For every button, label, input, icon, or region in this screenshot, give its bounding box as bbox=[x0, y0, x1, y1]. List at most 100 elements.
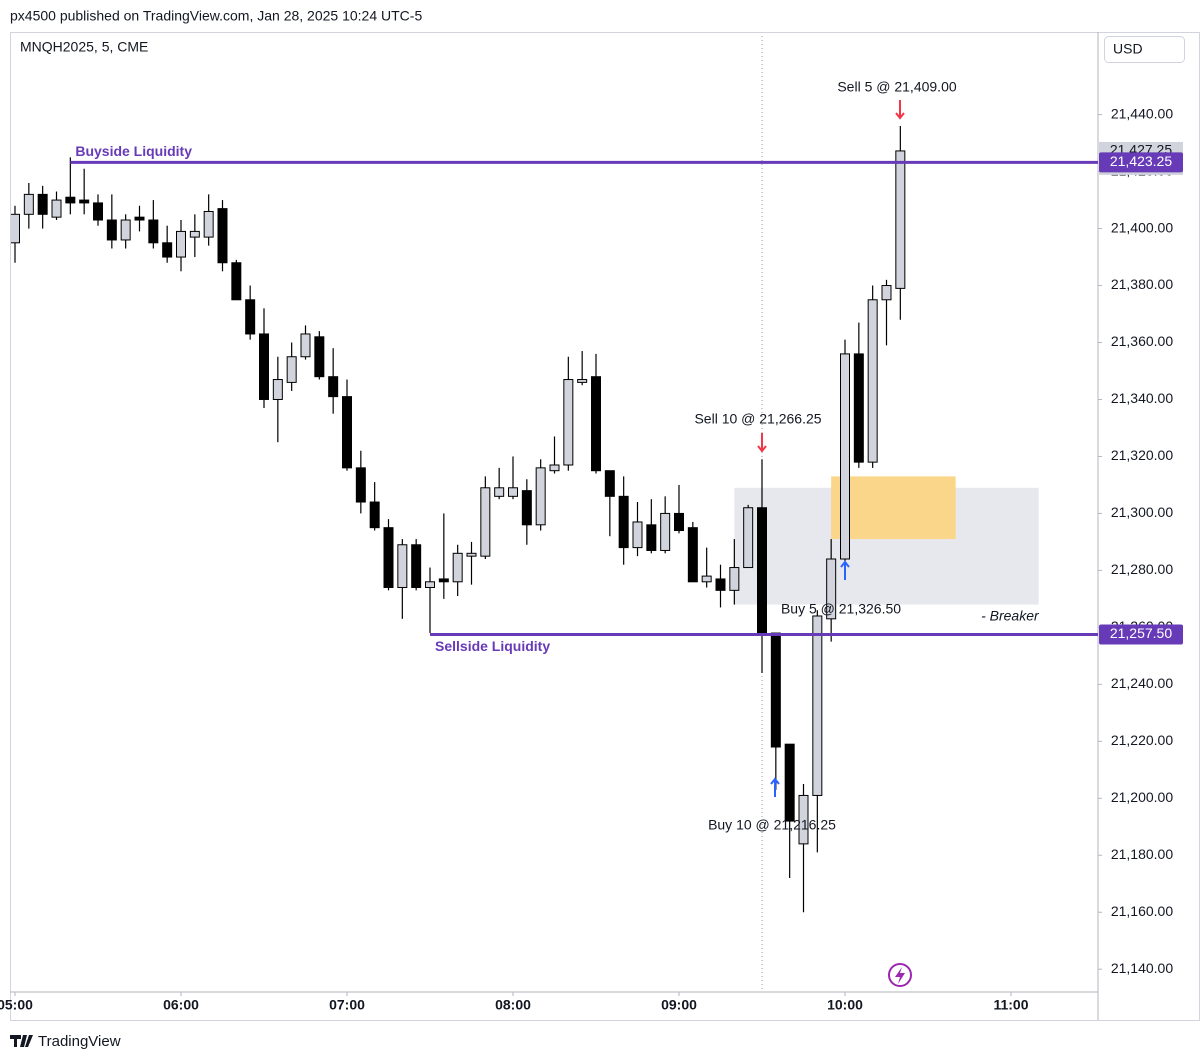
y-tick-label: 21,220.00 bbox=[1111, 732, 1173, 748]
publisher: px4500 published on TradingView.com, Jan… bbox=[10, 8, 422, 24]
candle bbox=[176, 220, 186, 272]
candle bbox=[895, 126, 906, 320]
y-tick-label: 21,280.00 bbox=[1111, 561, 1173, 577]
body bbox=[369, 501, 380, 529]
level-name: Sellside Liquidity bbox=[435, 638, 550, 654]
body bbox=[383, 527, 394, 588]
candle bbox=[425, 567, 435, 634]
x-tick-label: 07:00 bbox=[329, 997, 365, 1013]
trade-label: Buy 10 @ 21,216.25 bbox=[708, 817, 836, 833]
candle bbox=[604, 470, 615, 537]
candle bbox=[397, 539, 408, 619]
body bbox=[757, 507, 767, 634]
body bbox=[438, 578, 449, 583]
candle bbox=[798, 784, 809, 913]
body bbox=[826, 558, 837, 620]
candle bbox=[701, 547, 712, 588]
trade-label: Sell 10 @ 21,266.25 bbox=[694, 411, 821, 427]
candle bbox=[853, 322, 864, 468]
candle bbox=[466, 541, 477, 585]
body bbox=[563, 379, 574, 466]
currency[interactable]: USD bbox=[1113, 41, 1143, 57]
y-tick-label: 21,360.00 bbox=[1111, 333, 1173, 349]
body bbox=[300, 333, 311, 358]
candle bbox=[411, 539, 422, 591]
body bbox=[646, 524, 657, 551]
body bbox=[328, 376, 339, 398]
candle bbox=[286, 342, 297, 391]
axes: 21,140.00 21,160.00 21,180.00 21,200.00 21,2… bbox=[0, 105, 1183, 1013]
candle bbox=[438, 513, 449, 599]
body bbox=[452, 552, 463, 583]
body bbox=[881, 285, 892, 301]
candle bbox=[784, 743, 795, 879]
body bbox=[425, 581, 435, 588]
body bbox=[93, 202, 103, 221]
candle bbox=[120, 214, 131, 249]
y-tick-label: 21,200.00 bbox=[1111, 789, 1173, 805]
level-name: Buyside Liquidity bbox=[75, 143, 192, 159]
body bbox=[65, 196, 76, 204]
body bbox=[51, 199, 62, 218]
candle bbox=[369, 482, 380, 531]
candle bbox=[535, 459, 546, 531]
body bbox=[729, 567, 740, 591]
body bbox=[162, 242, 173, 258]
bolt-icon bbox=[888, 963, 912, 987]
candle bbox=[812, 610, 823, 853]
candle bbox=[646, 499, 657, 554]
candle bbox=[729, 539, 740, 605]
body bbox=[342, 396, 352, 469]
y-tick-label: 21,180.00 bbox=[1111, 846, 1173, 862]
body bbox=[11, 213, 20, 244]
body bbox=[508, 487, 518, 497]
candle bbox=[840, 339, 850, 574]
candle bbox=[577, 351, 588, 386]
body bbox=[867, 299, 878, 463]
candle bbox=[11, 205, 20, 263]
candle bbox=[231, 259, 242, 301]
candle bbox=[300, 325, 311, 360]
candle bbox=[217, 200, 228, 272]
candle bbox=[51, 191, 62, 221]
currency-button[interactable] bbox=[1104, 36, 1185, 63]
candle bbox=[618, 476, 629, 565]
y-tick-label: 21,400.00 bbox=[1111, 219, 1173, 235]
candle bbox=[79, 168, 90, 215]
body bbox=[272, 379, 283, 400]
trade-arrow bbox=[840, 560, 850, 580]
candle bbox=[881, 279, 892, 346]
candle bbox=[162, 225, 173, 263]
body bbox=[798, 794, 809, 845]
y-tick-label: 21,300.00 bbox=[1111, 504, 1173, 520]
body bbox=[687, 527, 698, 583]
body bbox=[521, 490, 532, 526]
body bbox=[203, 210, 214, 238]
y-tick-label: 21,240.00 bbox=[1111, 675, 1173, 691]
body bbox=[549, 464, 560, 472]
body bbox=[770, 632, 781, 748]
candle bbox=[591, 353, 601, 474]
body bbox=[355, 467, 366, 503]
body bbox=[632, 521, 643, 549]
candle bbox=[452, 544, 463, 597]
body bbox=[604, 470, 615, 497]
candle bbox=[272, 356, 283, 443]
body bbox=[79, 199, 90, 204]
candle bbox=[106, 194, 117, 249]
body bbox=[411, 544, 422, 588]
trade-arrow bbox=[757, 433, 767, 453]
candle bbox=[632, 502, 643, 557]
body bbox=[660, 512, 671, 551]
candle bbox=[563, 356, 574, 471]
body bbox=[466, 552, 477, 557]
body bbox=[535, 467, 546, 526]
body bbox=[23, 193, 34, 215]
trade-label: Sell 5 @ 21,409.00 bbox=[837, 79, 957, 95]
candle bbox=[674, 484, 684, 534]
candle bbox=[494, 467, 505, 500]
candle bbox=[521, 479, 532, 545]
candle bbox=[37, 185, 48, 229]
y-tick-label: 21,320.00 bbox=[1111, 447, 1173, 463]
